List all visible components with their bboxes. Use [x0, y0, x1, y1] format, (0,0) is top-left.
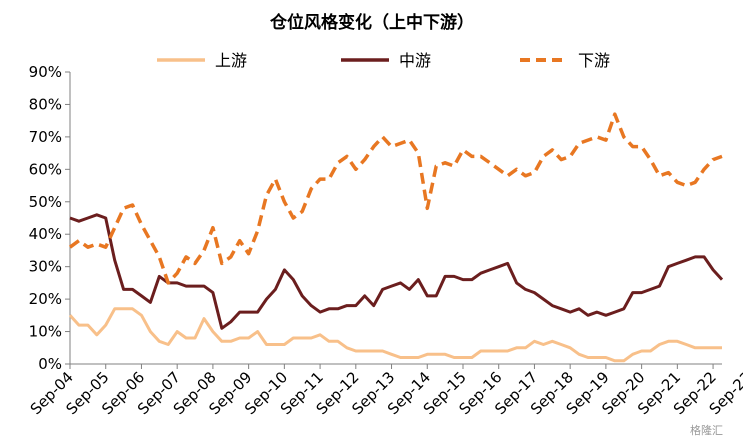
- legend-label-1: 上游: [215, 51, 247, 70]
- axes: [69, 72, 722, 365]
- y-tick-label: 70%: [29, 128, 62, 146]
- y-tick-label: 30%: [29, 258, 62, 276]
- y-tick-label: 20%: [29, 290, 62, 308]
- series-line-3: [68, 112, 723, 285]
- y-tick-label: 10%: [29, 323, 62, 341]
- legend: 上游 中游 下游: [157, 51, 610, 70]
- x-axis-ticks: Sep-04Sep-05Sep-06Sep-07Sep-08Sep-09Sep-…: [27, 364, 743, 418]
- chart-title: 仓位风格变化（上中下游）: [269, 12, 474, 33]
- legend-label-2: 中游: [399, 51, 431, 70]
- y-tick-label: 60%: [29, 160, 62, 178]
- y-tick-label: 40%: [29, 225, 62, 243]
- legend-label-3: 下游: [578, 51, 610, 70]
- y-tick-label: 50%: [29, 193, 62, 211]
- y-tick-label: 0%: [38, 355, 62, 373]
- series-line-1: [68, 307, 722, 363]
- y-tick-label: 90%: [29, 63, 62, 81]
- series-group: [68, 112, 724, 363]
- y-axis-ticks: 0% 10% 20% 30% 40% 50% 60% 70% 80% 90%: [29, 63, 70, 373]
- series-line-2: [69, 213, 724, 330]
- y-tick-label: 80%: [29, 95, 62, 113]
- watermark: 格隆汇: [690, 423, 723, 437]
